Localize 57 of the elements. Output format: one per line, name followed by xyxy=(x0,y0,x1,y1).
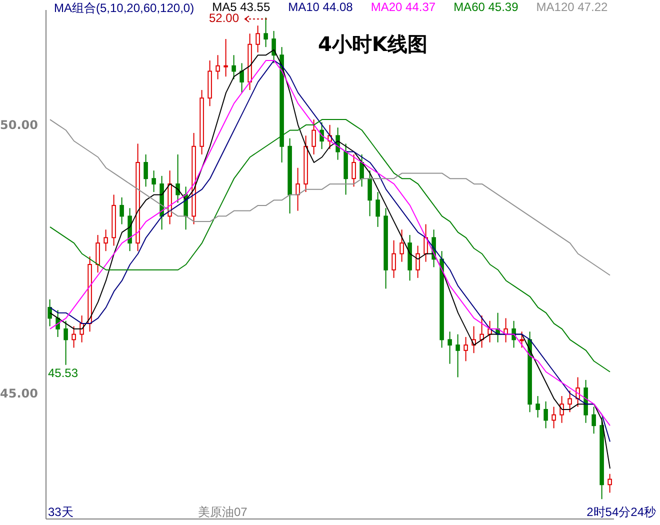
text: MA60 45.39 xyxy=(454,0,518,16)
candlestick xyxy=(416,245,420,278)
candlestick xyxy=(320,122,324,150)
candlestick xyxy=(104,229,108,252)
candlestick xyxy=(392,240,396,278)
candlestick xyxy=(464,336,468,362)
candlestick xyxy=(352,154,356,188)
candlestick xyxy=(232,54,236,80)
candlestick xyxy=(312,119,316,155)
annotation: 33天 xyxy=(48,504,74,521)
candlestick xyxy=(264,17,268,48)
candlestick xyxy=(456,334,460,378)
candlestick xyxy=(552,406,556,429)
text: MA10 44.08 xyxy=(288,0,353,16)
candlestick xyxy=(296,167,300,212)
candlestick xyxy=(424,224,428,262)
y-tick-label: 50.00 xyxy=(0,118,38,132)
candlestick xyxy=(64,320,68,366)
text: MA5 43.55 xyxy=(212,0,270,14)
legend-title: MA组合(5,10,20,60,120,0) xyxy=(54,0,194,17)
annotation: 2时54分24秒 xyxy=(586,504,656,521)
candlestick xyxy=(96,234,100,274)
candlestick xyxy=(144,154,148,188)
text: MA120 47.22 xyxy=(536,0,608,16)
line-series xyxy=(50,119,610,276)
annotation: 52.00 xyxy=(209,11,240,25)
annotation: 美原油07 xyxy=(198,504,248,521)
candlestick xyxy=(240,62,244,94)
candlestick xyxy=(120,196,124,225)
text: 4小时K线图 xyxy=(318,31,428,58)
text: MA20 44.37 xyxy=(370,0,436,16)
candlestick xyxy=(224,38,228,78)
candlestick xyxy=(400,229,404,262)
candlestick xyxy=(368,170,372,217)
candlestick xyxy=(272,30,276,64)
candlestick xyxy=(568,390,572,413)
candlestick xyxy=(512,320,516,348)
candlestick xyxy=(480,315,484,348)
candlestick xyxy=(256,25,260,53)
candlestick xyxy=(448,331,452,364)
candlestick xyxy=(544,400,548,429)
candlestick xyxy=(216,54,220,80)
candlestick xyxy=(520,331,524,348)
candlestick xyxy=(56,310,60,338)
candlestick xyxy=(360,154,364,188)
annotation: 45.53 xyxy=(48,366,78,380)
candlestick xyxy=(376,192,380,228)
candlestick xyxy=(608,473,612,494)
candlestick xyxy=(592,406,596,434)
candlestick xyxy=(536,396,540,418)
candlestick xyxy=(48,298,52,327)
candlestick xyxy=(72,326,76,348)
candlestick xyxy=(560,396,564,424)
candlestick xyxy=(152,170,156,193)
candlestick xyxy=(176,154,180,204)
candlestick xyxy=(80,315,84,343)
y-tick-label: 45.00 xyxy=(0,386,38,401)
